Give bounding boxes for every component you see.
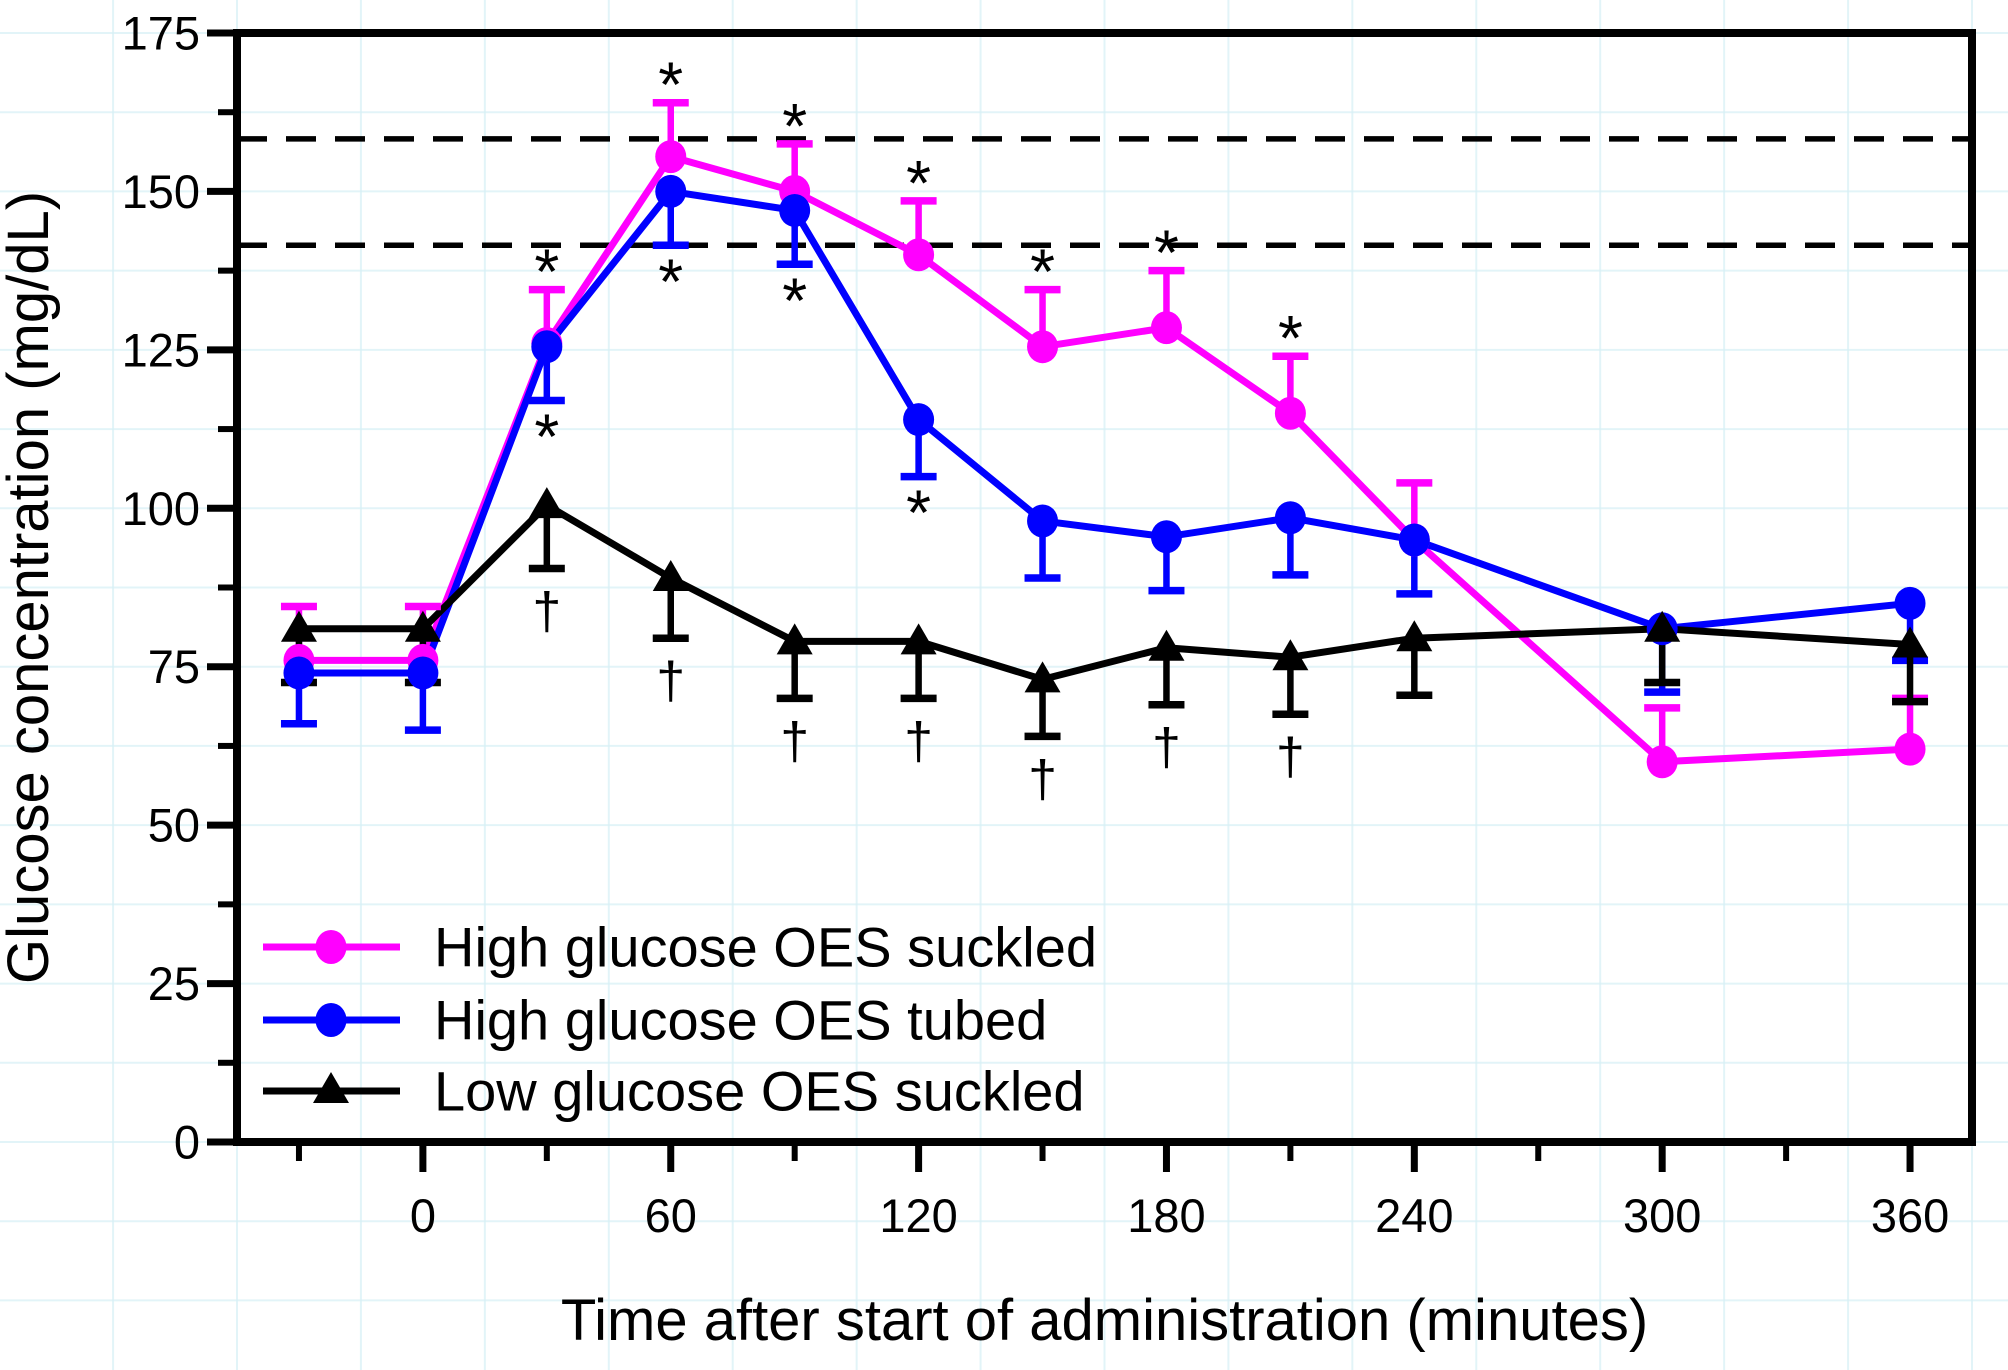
significance-asterisk: * (906, 147, 931, 219)
significance-dagger: † (1152, 719, 1181, 777)
marker-circle-high-glucose-oes-suckled (1894, 732, 1926, 766)
marker-triangle-low-glucose-oes-suckled (1396, 620, 1433, 652)
y-tick-label: 25 (148, 957, 200, 1010)
axis-ticks (207, 29, 1914, 1172)
y-tick-label: 0 (174, 1116, 200, 1169)
significance-asterisk: * (782, 264, 807, 336)
marker-triangle-low-glucose-oes-suckled (1644, 610, 1681, 642)
marker-circle-high-glucose-oes-suckled (655, 140, 687, 174)
y-tick-label: 175 (122, 7, 200, 60)
marker-triangle-low-glucose-oes-suckled (652, 559, 689, 591)
legend-marker (313, 1072, 349, 1103)
marker-circle-high-glucose-oes-tubed (655, 174, 687, 208)
marker-circle-high-glucose-oes-suckled (1274, 396, 1306, 430)
marker-triangle-low-glucose-oes-suckled (1024, 661, 1061, 693)
significance-asterisk: * (782, 90, 807, 162)
legend-item-low-glucose-oes-suckled: Low glucose OES suckled (263, 1060, 1085, 1123)
x-tick-label: 180 (1127, 1189, 1205, 1242)
significance-dagger: † (780, 712, 809, 770)
significance-dagger: † (904, 712, 933, 770)
significance-asterisk: * (1154, 217, 1179, 289)
legend-label: High glucose OES suckled (434, 916, 1097, 979)
marker-triangle-low-glucose-oes-suckled (404, 610, 441, 642)
marker-triangle-low-glucose-oes-suckled (528, 487, 565, 519)
significance-asterisk: * (534, 401, 559, 473)
y-tick-label: 150 (122, 165, 200, 218)
legend-item-high-glucose-oes-tubed: High glucose OES tubed (263, 989, 1047, 1052)
significance-asterisk: * (906, 477, 931, 549)
significance-dagger: † (656, 652, 685, 710)
plot-frame (233, 29, 1976, 1146)
legend-item-high-glucose-oes-suckled: High glucose OES suckled (263, 916, 1097, 979)
y-tick-label: 100 (122, 482, 200, 535)
plot-frame-group (233, 29, 1976, 1146)
marker-circle-high-glucose-oes-tubed (903, 403, 935, 437)
series-line-low-glucose-oes-suckled (298, 501, 1911, 683)
x-tick-label: 360 (1871, 1189, 1949, 1242)
tick-labels: 0 60 120 180 240 300 360 0 25 50 75 100 125 150 175 (122, 7, 1950, 1243)
marker-circle-high-glucose-oes-suckled (1150, 311, 1182, 345)
marker-triangle-low-glucose-oes-suckled (1148, 629, 1185, 661)
reference-lines (237, 136, 1972, 249)
significance-dagger: † (1276, 728, 1305, 786)
marker-triangle-low-glucose-oes-suckled (1272, 639, 1309, 671)
significance-dagger: † (1028, 750, 1057, 808)
legend: High glucose OES suckled High glucose OES… (263, 916, 1097, 1123)
marker-triangle-low-glucose-oes-suckled (280, 610, 317, 642)
marker-circle-high-glucose-oes-tubed (283, 656, 315, 690)
legend-label: High glucose OES tubed (434, 989, 1047, 1052)
marker-circle-high-glucose-oes-tubed (779, 193, 811, 227)
marker-circle-high-glucose-oes-tubed (1894, 586, 1926, 620)
marker-circle-high-glucose-oes-tubed (1274, 501, 1306, 535)
x-tick-label: 0 (410, 1189, 436, 1242)
significance-asterisk: * (534, 236, 559, 308)
x-tick-label: 120 (879, 1189, 957, 1242)
marker-circle-high-glucose-oes-suckled (1027, 330, 1059, 364)
series-markers (280, 140, 1929, 779)
series-lines (298, 153, 1911, 766)
legend-label: Low glucose OES suckled (434, 1060, 1085, 1123)
significance-asterisk: * (658, 49, 683, 121)
x-tick-label: 60 (645, 1189, 697, 1242)
significance-dagger: † (532, 582, 561, 640)
significance-asterisk: * (1030, 236, 1055, 308)
annotations: * * * * * * * * * * * † † † † † † † (532, 49, 1304, 809)
marker-circle-high-glucose-oes-tubed (1150, 520, 1182, 554)
x-axis-label: Time after start of administration (minu… (561, 1288, 1648, 1353)
marker-circle-high-glucose-oes-tubed (407, 656, 439, 690)
legend-marker (315, 930, 347, 964)
axis-titles: Time after start of administration (minu… (0, 191, 1648, 1353)
series-line-high-glucose-oes-tubed (298, 187, 1911, 677)
marker-circle-high-glucose-oes-suckled (1646, 745, 1678, 779)
marker-circle-high-glucose-oes-tubed (531, 330, 563, 364)
y-tick-label: 125 (122, 323, 200, 376)
x-tick-label: 240 (1375, 1189, 1453, 1242)
marker-circle-high-glucose-oes-tubed (1027, 504, 1059, 538)
marker-circle-high-glucose-oes-suckled (903, 238, 935, 272)
y-tick-label: 50 (148, 799, 200, 852)
marker-triangle-low-glucose-oes-suckled (900, 623, 937, 655)
marker-triangle-low-glucose-oes-suckled (776, 623, 813, 655)
significance-asterisk: * (658, 245, 683, 317)
significance-asterisk: * (1278, 302, 1303, 374)
x-tick-label: 300 (1623, 1189, 1701, 1242)
legend-marker (315, 1003, 347, 1037)
y-tick-label: 75 (148, 640, 200, 693)
marker-triangle-low-glucose-oes-suckled (1892, 626, 1929, 658)
y-axis-label: Glucose concentration (mg/dL) (0, 191, 61, 984)
marker-circle-high-glucose-oes-tubed (1398, 523, 1430, 557)
